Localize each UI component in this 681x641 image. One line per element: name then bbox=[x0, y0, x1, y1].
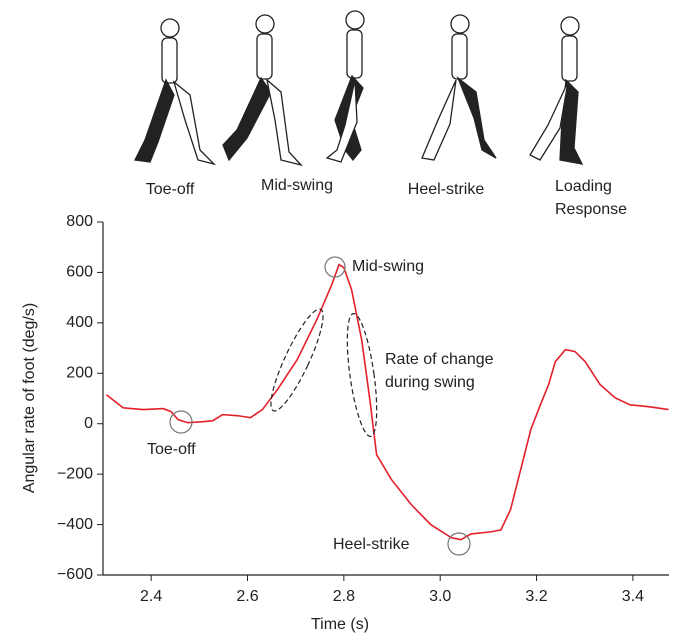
walking-figures bbox=[134, 10, 584, 167]
y-axis-title: Angular rate of foot (deg/s) bbox=[21, 303, 38, 493]
phase-label: Response bbox=[555, 201, 627, 218]
x-tick-label: 3.0 bbox=[429, 588, 451, 605]
data-line bbox=[105, 263, 669, 541]
y-tick-label: 0 bbox=[84, 415, 93, 432]
x-tick-label: 3.2 bbox=[525, 588, 547, 605]
annotation: Heel-strike bbox=[333, 536, 410, 553]
y-tick-label: 400 bbox=[66, 314, 93, 331]
plot: −600 −400 −200 0 200 400 600 800 2.4 2.6 2.8 3.0 3.2… bbox=[57, 213, 669, 605]
x-tick-label: 3.4 bbox=[622, 588, 644, 605]
y-tick-label: −400 bbox=[57, 516, 93, 533]
heel-strike-marker bbox=[447, 532, 471, 556]
y-tick-label: −200 bbox=[57, 465, 93, 482]
slope-ellipse bbox=[270, 308, 324, 412]
phase-label: Toe-off bbox=[146, 181, 195, 198]
phase-label: Heel-strike bbox=[408, 181, 485, 198]
y-tick-label: 200 bbox=[66, 365, 93, 382]
phase-label: Mid-swing bbox=[261, 177, 333, 194]
x-tick-label: 2.6 bbox=[236, 588, 258, 605]
y-tick-label: 600 bbox=[66, 264, 93, 281]
x-tick-label: 2.8 bbox=[333, 588, 355, 605]
phase-label: Loading bbox=[555, 178, 612, 195]
annotation: Rate of change bbox=[385, 351, 494, 368]
toe-off-marker bbox=[169, 410, 193, 434]
annotation: during swing bbox=[385, 374, 475, 391]
annotation: Mid-swing bbox=[352, 258, 424, 275]
annotation: Toe-off bbox=[147, 441, 196, 458]
markers bbox=[169, 256, 471, 556]
x-tick-label: 2.4 bbox=[140, 588, 162, 605]
slope-ellipse bbox=[346, 312, 378, 438]
x-axis-title: Time (s) bbox=[311, 616, 369, 633]
y-tick-label: 800 bbox=[66, 213, 93, 230]
y-tick-label: −600 bbox=[57, 566, 93, 583]
mid-swing-marker bbox=[324, 256, 346, 278]
